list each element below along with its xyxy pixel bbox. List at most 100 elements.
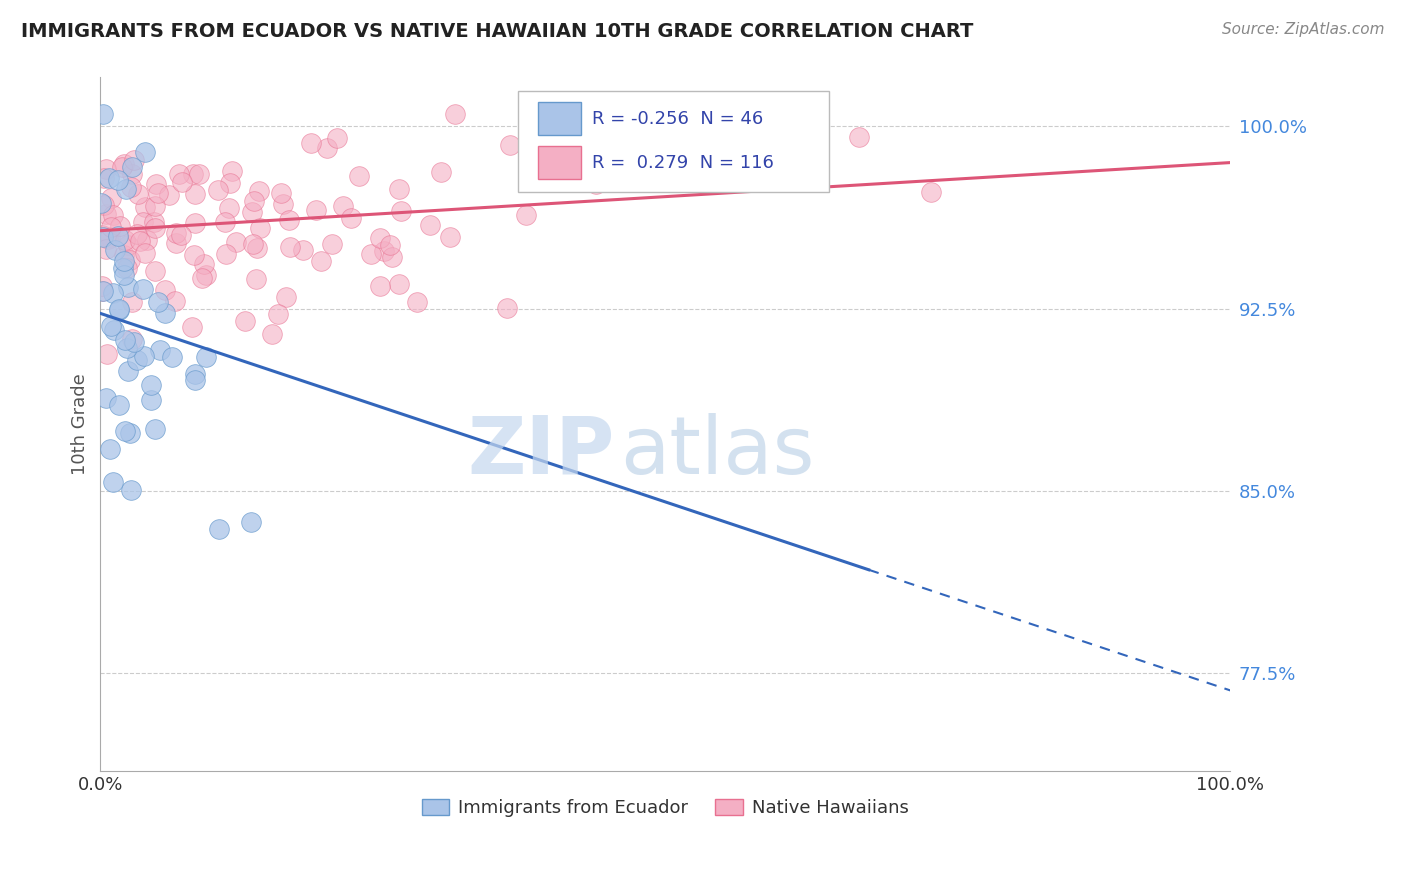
Point xyxy=(120,179,142,194)
Point xyxy=(215,246,238,260)
Point xyxy=(132,215,155,229)
Point xyxy=(167,167,190,181)
Point xyxy=(118,253,141,268)
Point xyxy=(243,194,266,209)
Point xyxy=(496,301,519,316)
Point xyxy=(96,346,118,360)
Point xyxy=(125,352,148,367)
Point xyxy=(146,186,169,200)
Point xyxy=(245,271,267,285)
Point xyxy=(249,220,271,235)
Point xyxy=(101,208,124,222)
Point xyxy=(368,278,391,293)
Point xyxy=(101,285,124,300)
Point xyxy=(107,302,129,317)
Point xyxy=(240,515,263,529)
Point xyxy=(97,232,120,246)
Point xyxy=(112,248,135,262)
Point xyxy=(101,475,124,489)
Point xyxy=(100,219,122,234)
Point xyxy=(112,261,135,276)
Point xyxy=(117,238,139,252)
Point xyxy=(240,205,263,219)
Y-axis label: 10th Grade: 10th Grade xyxy=(72,373,89,475)
Point xyxy=(170,175,193,189)
Point xyxy=(134,200,156,214)
Point xyxy=(112,268,135,282)
Point xyxy=(616,142,638,156)
Point xyxy=(91,279,114,293)
Point xyxy=(100,319,122,334)
Point xyxy=(118,426,141,441)
Point xyxy=(247,184,270,198)
Point xyxy=(291,243,314,257)
Point xyxy=(360,247,382,261)
Point xyxy=(531,161,554,175)
Point xyxy=(128,234,150,248)
Point xyxy=(183,248,205,262)
Point xyxy=(208,522,231,536)
Point xyxy=(207,183,229,197)
Point xyxy=(114,424,136,438)
Point xyxy=(145,199,167,213)
Point xyxy=(163,294,186,309)
Point xyxy=(143,263,166,277)
Point xyxy=(188,168,211,182)
Point xyxy=(184,367,207,381)
Point xyxy=(571,159,593,173)
Point xyxy=(194,268,217,282)
Point xyxy=(143,422,166,436)
Point xyxy=(218,201,240,215)
Point xyxy=(184,374,207,388)
Point xyxy=(585,178,607,192)
Point xyxy=(270,186,292,200)
Point xyxy=(274,290,297,304)
Point xyxy=(143,215,166,229)
Point xyxy=(153,306,176,320)
Point xyxy=(98,171,121,186)
Point xyxy=(149,343,172,357)
Point xyxy=(304,202,326,217)
Point xyxy=(96,162,118,177)
Point xyxy=(219,177,242,191)
Point xyxy=(242,237,264,252)
Point xyxy=(368,230,391,244)
Point xyxy=(98,442,121,457)
Point xyxy=(121,160,143,174)
Point xyxy=(299,136,322,151)
Point xyxy=(145,177,167,191)
Point xyxy=(115,182,138,196)
Point xyxy=(90,285,112,299)
Point xyxy=(225,235,247,249)
Point xyxy=(339,211,361,226)
FancyBboxPatch shape xyxy=(519,91,830,192)
Point xyxy=(181,167,204,181)
Point xyxy=(91,284,114,298)
Point xyxy=(125,227,148,242)
Point xyxy=(93,229,115,244)
Point xyxy=(191,271,214,285)
Point xyxy=(419,218,441,232)
Point xyxy=(148,295,170,310)
Point xyxy=(94,391,117,405)
Legend: Immigrants from Ecuador, Native Hawaiians: Immigrants from Ecuador, Native Hawaiian… xyxy=(415,791,915,824)
Point xyxy=(920,186,942,200)
Point xyxy=(134,246,156,260)
Point xyxy=(214,215,236,229)
Point xyxy=(104,244,127,258)
Point xyxy=(381,250,404,264)
Point xyxy=(117,364,139,378)
Point xyxy=(165,226,187,240)
Point xyxy=(523,131,546,145)
Point xyxy=(93,171,115,186)
Point xyxy=(127,187,149,202)
Point xyxy=(233,314,256,328)
Point xyxy=(94,242,117,256)
Point xyxy=(108,303,131,318)
Text: Source: ZipAtlas.com: Source: ZipAtlas.com xyxy=(1222,22,1385,37)
Point xyxy=(260,326,283,341)
Point xyxy=(515,208,537,222)
Point xyxy=(153,283,176,297)
Bar xyxy=(537,103,581,135)
Point xyxy=(122,335,145,350)
